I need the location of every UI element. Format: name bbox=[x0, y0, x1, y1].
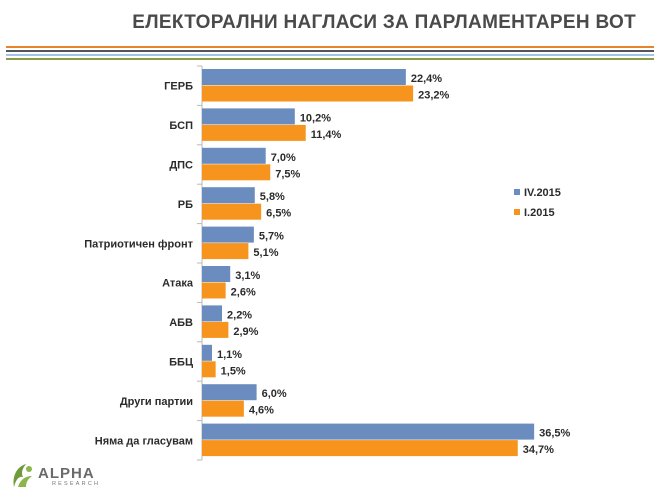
header-stripe bbox=[6, 46, 654, 48]
bar-iv-2015 bbox=[202, 187, 255, 204]
data-label: 11,4% bbox=[311, 129, 342, 141]
data-label: 2,9% bbox=[233, 326, 258, 338]
bar-iv-2015 bbox=[202, 147, 266, 164]
data-label: 5,1% bbox=[253, 247, 278, 259]
legend-swatch bbox=[514, 209, 520, 215]
bar-iv-2015 bbox=[202, 226, 254, 243]
legend-label: I.2015 bbox=[524, 207, 555, 219]
legend-label: IV.2015 bbox=[524, 187, 561, 199]
alpha-research-logo-icon bbox=[13, 464, 32, 487]
bar-i-2015 bbox=[202, 243, 249, 260]
data-label: 6,5% bbox=[266, 208, 291, 220]
data-label: 4,6% bbox=[249, 405, 274, 417]
bar-i-2015 bbox=[202, 124, 306, 141]
data-label: 5,8% bbox=[260, 191, 285, 203]
bar-iv-2015 bbox=[202, 69, 406, 85]
header-stripe bbox=[6, 54, 654, 56]
bar-i-2015 bbox=[202, 400, 244, 417]
logo-subtext: RESEARCH bbox=[52, 481, 101, 487]
logo-text: ALPHA bbox=[38, 465, 95, 482]
bar-iv-2015 bbox=[202, 423, 535, 440]
category-label: АБВ bbox=[169, 317, 193, 329]
header-stripe bbox=[6, 50, 654, 52]
data-label: 23,2% bbox=[418, 90, 449, 102]
category-label: Няма да гласувам bbox=[95, 435, 193, 447]
data-label: 34,7% bbox=[523, 444, 554, 456]
data-label: 1,5% bbox=[221, 365, 246, 377]
header-stripe bbox=[6, 58, 654, 60]
chart-title: ЕЛЕКТОРАЛНИ НАГЛАСИ ЗА ПАРЛАМЕНТАРЕН ВОТ bbox=[132, 12, 636, 33]
category-label: РБ bbox=[178, 199, 193, 211]
category-label: ДПС bbox=[169, 160, 193, 172]
data-label: 5,7% bbox=[259, 231, 284, 243]
data-label: 22,4% bbox=[411, 73, 442, 85]
category-label: БСП bbox=[169, 120, 193, 132]
bar-i-2015 bbox=[202, 203, 262, 220]
bar-iv-2015 bbox=[202, 305, 223, 322]
legend-swatch bbox=[514, 189, 520, 195]
bar-i-2015 bbox=[202, 361, 216, 378]
data-label: 2,6% bbox=[231, 287, 256, 299]
bar-i-2015 bbox=[202, 321, 229, 338]
bar-iv-2015 bbox=[202, 344, 213, 361]
header-stripes bbox=[6, 46, 654, 62]
data-label: 3,1% bbox=[235, 270, 260, 282]
data-label: 36,5% bbox=[539, 428, 570, 440]
data-label: 7,0% bbox=[271, 152, 296, 164]
bar-i-2015 bbox=[202, 164, 271, 181]
category-label: Други партии bbox=[120, 396, 193, 408]
bar-iv-2015 bbox=[202, 266, 231, 282]
bar-i-2015 bbox=[202, 85, 414, 102]
category-label: ББЦ bbox=[169, 357, 193, 369]
brand-logo: ALPHA RESEARCH bbox=[8, 461, 138, 489]
data-label: 1,1% bbox=[217, 349, 242, 361]
bar-i-2015 bbox=[202, 440, 518, 457]
bar-iv-2015 bbox=[202, 384, 257, 401]
data-label: 2,2% bbox=[227, 309, 252, 321]
category-label: ГЕРБ bbox=[164, 81, 193, 93]
bar-i-2015 bbox=[202, 282, 226, 299]
data-label: 7,5% bbox=[275, 168, 300, 180]
category-label: Атака bbox=[162, 278, 194, 290]
data-label: 6,0% bbox=[262, 388, 287, 400]
data-label: 10,2% bbox=[300, 112, 331, 124]
bar-iv-2015 bbox=[202, 108, 295, 125]
category-label: Патриотичен фронт bbox=[84, 238, 193, 250]
